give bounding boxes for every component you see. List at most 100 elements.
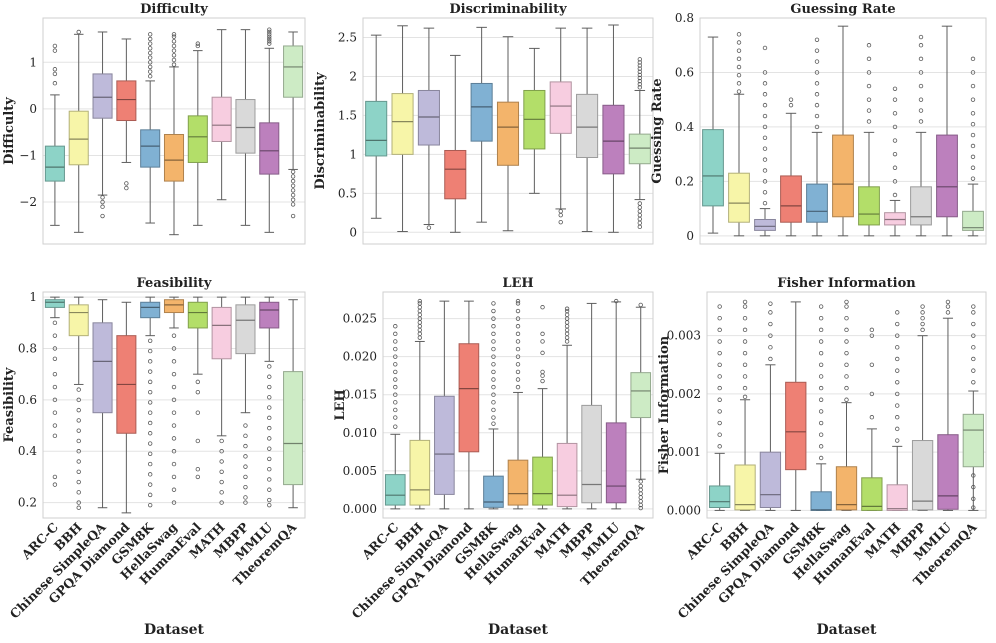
outlier-point xyxy=(918,43,924,48)
outlier-point xyxy=(515,354,521,359)
outlier-point xyxy=(171,449,177,454)
outlier-point xyxy=(219,500,224,505)
iqr-box xyxy=(910,186,932,226)
panel-difficulty: −2 −1 0 1 Difficulty Difficulty xyxy=(2,2,306,245)
outlier-point xyxy=(52,356,58,361)
outlier-point xyxy=(762,190,768,195)
outlier-point xyxy=(171,487,177,492)
outlier-point xyxy=(393,362,398,367)
box-chinese-simpleqa xyxy=(92,299,113,509)
y-axis-label: Fisher Information xyxy=(657,335,672,474)
outlier-point xyxy=(243,423,248,428)
iqr-box xyxy=(116,80,137,122)
outlier-point xyxy=(393,369,398,375)
outlier-point xyxy=(393,324,398,329)
iqr-box xyxy=(911,440,934,511)
iqr-box xyxy=(283,371,304,486)
outlier-point xyxy=(219,479,224,485)
y-tick-label: 0.6 xyxy=(18,393,37,407)
panel-discriminability: 0 0.5 1 1.5 2 2.5 Discriminability Discriminabi… xyxy=(313,2,654,245)
outlier-point xyxy=(147,69,153,74)
outlier-point xyxy=(892,111,898,116)
outlier-point xyxy=(171,410,177,415)
outlier-point xyxy=(515,331,521,337)
outlier-point xyxy=(742,339,748,344)
box-theoremqa xyxy=(962,304,984,511)
box-humaneval xyxy=(858,43,880,237)
box-mbpp xyxy=(581,302,602,510)
iqr-box xyxy=(884,212,906,226)
outlier-point xyxy=(971,473,976,478)
outlier-point xyxy=(417,301,423,306)
outlier-point xyxy=(637,82,643,87)
outlier-point xyxy=(515,377,521,382)
outlier-point xyxy=(219,459,224,464)
outlier-point xyxy=(892,97,898,102)
iqr-box xyxy=(835,466,858,511)
y-tick-label: 1 xyxy=(29,55,37,69)
outlier-point xyxy=(147,46,153,51)
outlier-point xyxy=(736,56,742,62)
box-mmlu xyxy=(259,27,280,233)
y-tick-label: 0.003 xyxy=(667,329,701,343)
box-mbpp xyxy=(235,29,256,226)
outlier-point xyxy=(762,124,768,130)
y-tick-label: 0.4 xyxy=(18,444,37,458)
box-bbh xyxy=(68,296,89,510)
outlier-point xyxy=(818,304,824,309)
outlier-point xyxy=(76,387,81,392)
outlier-point xyxy=(844,374,849,379)
outlier-point xyxy=(762,168,768,173)
y-tick-label: 0 xyxy=(686,229,694,243)
box-math xyxy=(211,29,232,201)
outlier-point xyxy=(895,403,900,408)
iqr-box xyxy=(754,218,776,231)
outlier-point xyxy=(945,304,951,309)
outlier-point xyxy=(267,425,272,431)
outlier-point xyxy=(147,32,153,37)
outlier-point xyxy=(267,364,272,369)
outlier-point xyxy=(637,85,643,90)
outlier-point xyxy=(171,62,177,67)
outlier-point xyxy=(195,438,201,444)
outlier-point xyxy=(818,444,824,449)
outlier-point xyxy=(171,53,177,58)
panel-title: Discriminability xyxy=(449,2,567,17)
outlier-point xyxy=(491,308,496,314)
iqr-box xyxy=(605,422,627,504)
outlier-point xyxy=(736,81,742,86)
box-humaneval xyxy=(861,327,883,511)
outlier-point xyxy=(267,487,272,492)
iqr-box xyxy=(211,96,232,142)
outlier-point xyxy=(52,333,58,338)
outlier-point xyxy=(267,374,272,379)
outlier-point xyxy=(564,308,570,314)
outlier-point xyxy=(895,415,900,420)
outlier-point xyxy=(844,304,849,309)
box-hellaswag xyxy=(835,299,858,511)
outlier-point xyxy=(866,108,872,113)
iqr-box xyxy=(68,110,89,166)
outlier-point xyxy=(540,305,545,310)
outlier-point xyxy=(717,385,722,391)
outlier-point xyxy=(76,505,81,510)
outlier-point xyxy=(762,70,768,75)
outlier-point xyxy=(762,157,768,162)
outlier-point xyxy=(742,374,748,379)
box-bbh xyxy=(68,29,89,233)
outlier-point xyxy=(918,83,924,89)
iqr-box xyxy=(549,81,572,134)
outlier-point xyxy=(195,474,201,480)
outlier-point xyxy=(426,225,432,230)
outlier-point xyxy=(895,368,900,373)
y-tick-label: 0.001 xyxy=(667,445,701,459)
outlier-point xyxy=(267,36,272,42)
y-axis-label: Discriminability xyxy=(313,72,328,190)
box-chinese-simpleqa xyxy=(759,301,782,511)
outlier-point xyxy=(814,48,820,53)
outlier-point xyxy=(290,188,296,193)
box-arc-c xyxy=(44,296,65,487)
outlier-point xyxy=(945,299,951,305)
outlier-point xyxy=(76,479,81,485)
